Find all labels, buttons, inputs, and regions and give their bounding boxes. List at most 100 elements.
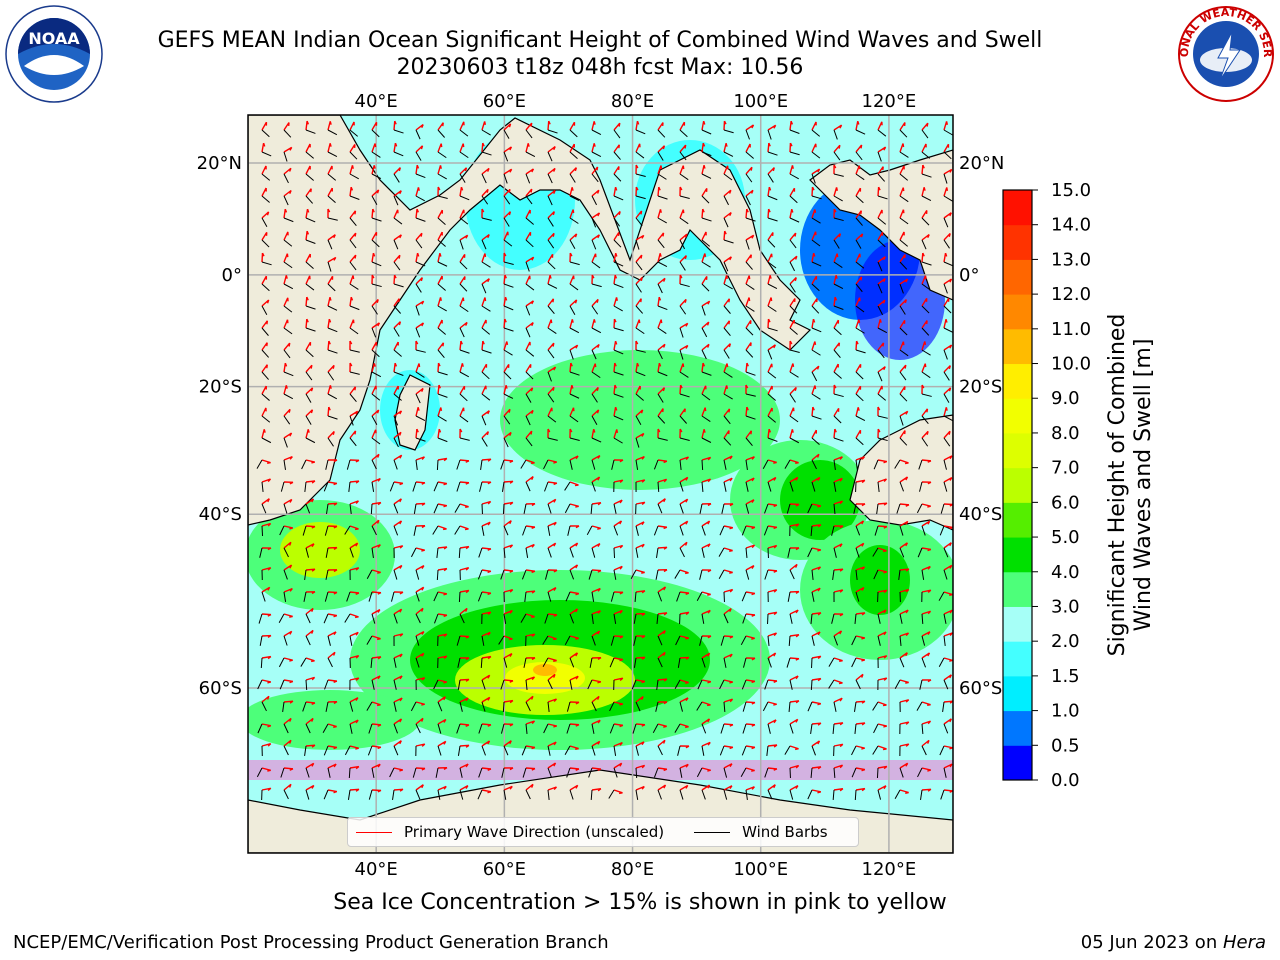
- wind-barb: [679, 503, 684, 514]
- wind-barb: [261, 283, 270, 292]
- wave-direction-arrowhead: [679, 274, 683, 279]
- wave-direction-arrowhead: [333, 725, 337, 728]
- wave-direction-arrow: [899, 699, 909, 703]
- wind-barb: [833, 635, 839, 646]
- wind-barb: [325, 459, 329, 470]
- wind-barb: [324, 591, 329, 602]
- wave-direction-arrowhead: [619, 724, 624, 728]
- wave-direction-arrow: [481, 569, 492, 572]
- wave-direction-arrow: [745, 544, 755, 549]
- wind-barb: [877, 217, 887, 225]
- wind-barb: [723, 349, 730, 359]
- wave-direction-arrow: [635, 319, 640, 329]
- wind-barb: [833, 151, 841, 161]
- wind-barb: [921, 349, 931, 356]
- wave-direction-arrowhead: [905, 743, 910, 747]
- wind-barb: [657, 657, 663, 668]
- wave-direction-arrowhead: [354, 232, 357, 237]
- wave-direction-arrow: [855, 340, 858, 351]
- wave-direction-arrow: [745, 456, 755, 461]
- wave-direction-arrow: [525, 322, 534, 329]
- wind-barb: [679, 349, 684, 360]
- wave-direction-arrowhead: [707, 718, 711, 723]
- wave-direction-arrowhead: [531, 256, 535, 261]
- wave-direction-arrowhead: [355, 631, 359, 636]
- wave-direction-arrow: [415, 652, 425, 659]
- wave-direction-arrowhead: [948, 431, 951, 435]
- wave-direction-arrow: [525, 341, 531, 351]
- wave-direction-arrow: [613, 701, 623, 705]
- wave-direction-arrowhead: [905, 609, 909, 614]
- wave-direction-arrow: [393, 633, 403, 637]
- wave-direction-arrowhead: [685, 745, 690, 749]
- wave-direction-arrow: [349, 165, 354, 175]
- wave-direction-arrow: [283, 498, 293, 505]
- sea-ice-caption: Sea Ice Concentration > 15% is shown in …: [333, 890, 947, 915]
- wind-barb: [635, 327, 645, 335]
- colorbar-tick-label: 13.0: [1051, 249, 1091, 270]
- wave-direction-arrow: [525, 590, 536, 593]
- wave-direction-arrowhead: [421, 300, 425, 305]
- wind-barb: [811, 195, 822, 200]
- wave-direction-arrowhead: [465, 724, 470, 727]
- wind-barb: [767, 129, 772, 140]
- wave-direction-arrow: [305, 498, 314, 505]
- wave-direction-arrowhead: [729, 681, 733, 684]
- wave-direction-arrow: [261, 743, 271, 747]
- lat-tick-label-left: 40°S: [199, 504, 242, 525]
- colorbar-tick-label: 0.5: [1051, 735, 1080, 756]
- wave-direction-arrow: [679, 541, 688, 549]
- wave-direction-arrow: [525, 525, 536, 528]
- wave-direction-arrow: [591, 587, 601, 593]
- wave-direction-arrowhead: [861, 747, 865, 750]
- wind-barb: [278, 657, 285, 668]
- wind-barb: [873, 569, 879, 580]
- wave-direction-arrowhead: [663, 784, 667, 789]
- wave-direction-arrowhead: [927, 703, 931, 707]
- wave-direction-arrow: [481, 340, 484, 351]
- wave-direction-arrowhead: [377, 675, 381, 680]
- wind-barb: [437, 327, 446, 335]
- wind-barb: [679, 767, 683, 778]
- wave-direction-arrow: [745, 234, 755, 241]
- wind-barb: [657, 503, 663, 514]
- wave-direction-arrow: [349, 500, 359, 505]
- wave-direction-arrowhead: [926, 122, 929, 127]
- wave-direction-arrowhead: [635, 340, 639, 345]
- wind-barb: [305, 173, 314, 181]
- wave-direction-arrow: [811, 453, 820, 461]
- wind-barb: [478, 547, 483, 558]
- wave-direction-arrowhead: [882, 748, 887, 751]
- wind-barb: [278, 613, 285, 623]
- wave-direction-arrow: [745, 786, 755, 791]
- wind-barb: [718, 569, 725, 579]
- wave-direction-arrow: [811, 655, 821, 659]
- wind-barb: [899, 635, 902, 646]
- wave-direction-arrowhead: [267, 787, 272, 792]
- wave-direction-arrowhead: [575, 542, 579, 547]
- wind-barb: [745, 393, 756, 397]
- wind-barb: [566, 723, 571, 734]
- wind-barb: [767, 415, 776, 423]
- wave-direction-arrowhead: [883, 677, 888, 681]
- wind-barb: [833, 437, 844, 442]
- wave-direction-arrowhead: [597, 610, 601, 614]
- wind-barb: [943, 481, 948, 492]
- wind-barb: [349, 415, 354, 426]
- wind-barb: [877, 635, 881, 646]
- wave-direction-arrow: [371, 363, 375, 373]
- wind-barb: [894, 789, 901, 799]
- wind-barb: [679, 789, 684, 800]
- wind-barb: [283, 789, 289, 800]
- wave-direction-arrow: [459, 763, 469, 769]
- wave-direction-arrowhead: [922, 164, 925, 169]
- wind-barb: [635, 195, 646, 200]
- wave-direction-arrowhead: [574, 484, 579, 487]
- wave-direction-arrowhead: [860, 144, 863, 149]
- wave-direction-arrow: [525, 543, 535, 549]
- wave-direction-arrowhead: [858, 319, 861, 324]
- wind-barb: [811, 151, 821, 159]
- wind-barb: [415, 261, 426, 267]
- wave-direction-arrow: [393, 454, 402, 461]
- wave-direction-arrowhead: [619, 591, 624, 595]
